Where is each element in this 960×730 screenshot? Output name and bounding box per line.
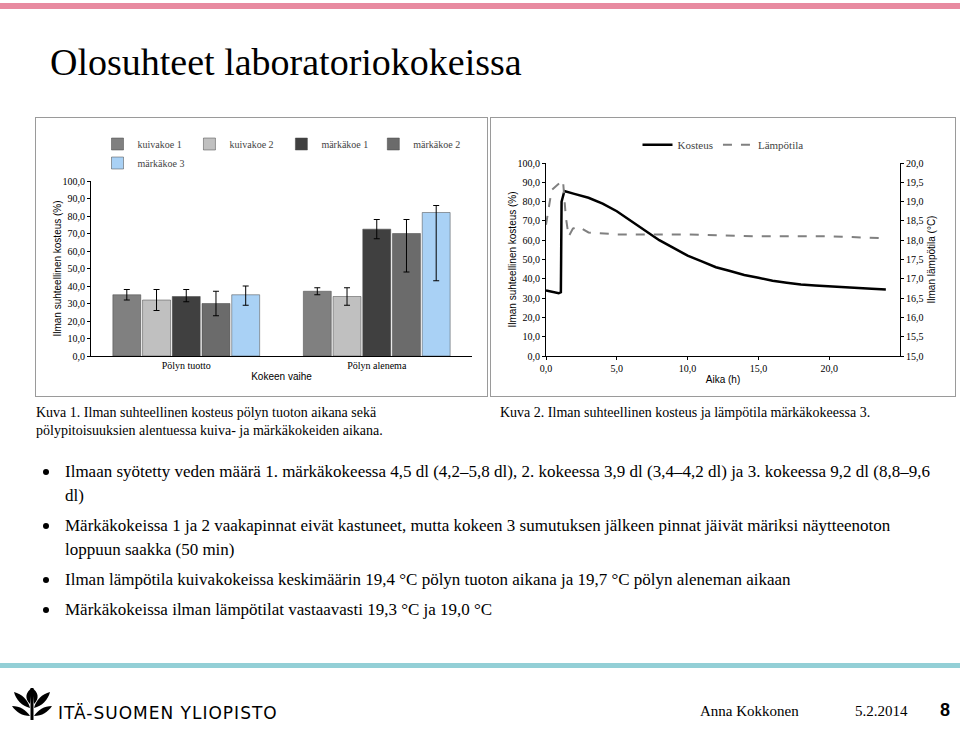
svg-text:30,0: 30,0	[523, 293, 541, 304]
svg-text:10,0: 10,0	[68, 333, 86, 344]
svg-text:Pölyn tuotto: Pölyn tuotto	[162, 360, 211, 371]
svg-text:90,0: 90,0	[523, 177, 541, 188]
svg-text:18,0: 18,0	[906, 235, 924, 246]
svg-text:Ilman suhteellinen kosteus (%): Ilman suhteellinen kosteus (%)	[507, 191, 518, 327]
svg-text:märkäkoe 1: märkäkoe 1	[321, 139, 368, 150]
svg-text:50,0: 50,0	[68, 263, 86, 274]
svg-text:0,0: 0,0	[540, 363, 553, 374]
svg-text:5,0: 5,0	[611, 363, 624, 374]
svg-text:kuivakoe 1: kuivakoe 1	[138, 139, 182, 150]
svg-text:Kokeen vaihe: Kokeen vaihe	[251, 371, 312, 382]
svg-text:Ilman suhteellinen kosteus (%): Ilman suhteellinen kosteus (%)	[52, 200, 63, 336]
svg-text:10,0: 10,0	[523, 331, 541, 342]
svg-text:100,0: 100,0	[518, 158, 541, 169]
svg-text:kuivakoe 2: kuivakoe 2	[229, 139, 273, 150]
svg-text:20,0: 20,0	[68, 316, 86, 327]
svg-text:0,0: 0,0	[528, 351, 541, 362]
html-text:ITÄ-SUOMEN YLIOPISTO: ITÄ-SUOMEN YLIOPISTO	[58, 703, 278, 723]
svg-text:60,0: 60,0	[68, 246, 86, 257]
svg-text:Kosteus: Kosteus	[678, 139, 713, 151]
svg-text:20,0: 20,0	[820, 363, 838, 374]
html-text:Kuva 1. Ilman suhteellinen kos: Kuva 1. Ilman suhteellinen kosteus pölyn…	[36, 405, 383, 438]
svg-text:15,0: 15,0	[906, 351, 924, 362]
svg-text:18,5: 18,5	[906, 215, 924, 226]
svg-text:16,5: 16,5	[906, 293, 924, 304]
svg-text:30,0: 30,0	[68, 298, 86, 309]
svg-text:40,0: 40,0	[68, 281, 86, 292]
svg-text:10,0: 10,0	[679, 363, 697, 374]
svg-text:60,0: 60,0	[523, 235, 541, 246]
svg-text:80,0: 80,0	[68, 211, 86, 222]
svg-text:19,0: 19,0	[906, 196, 924, 207]
svg-text:15,5: 15,5	[906, 331, 924, 342]
svg-text:16,0: 16,0	[906, 312, 924, 323]
svg-text:100,0: 100,0	[63, 176, 86, 187]
html-text:Ilman lämpötila kuivakokeissa: Ilman lämpötila kuivakokeissa keskimääri…	[65, 570, 791, 589]
html-text:5.2.2014: 5.2.2014	[855, 703, 908, 719]
svg-text:Lämpötila: Lämpötila	[758, 139, 803, 151]
svg-text:0,0: 0,0	[73, 351, 86, 362]
svg-text:17,0: 17,0	[906, 273, 924, 284]
svg-text:Ilman lämpötila (°C): Ilman lämpötila (°C)	[926, 216, 937, 304]
html-text:Märkäkokeissa 1 ja 2 vaakapinn: Märkäkokeissa 1 ja 2 vaakapinnat eivät k…	[65, 516, 891, 559]
svg-text:märkäkoe 2: märkäkoe 2	[413, 139, 460, 150]
svg-text:Aika (h): Aika (h)	[706, 374, 740, 385]
html-text:Ilmaan syötetty veden määrä 1.: Ilmaan syötetty veden määrä 1. märkäkoke…	[65, 462, 930, 505]
html-text:Kuva 2. Ilman suhteellinen kos: Kuva 2. Ilman suhteellinen kosteus ja lä…	[500, 405, 871, 420]
svg-text:20,0: 20,0	[523, 312, 541, 323]
svg-text:40,0: 40,0	[523, 273, 541, 284]
svg-text:80,0: 80,0	[523, 196, 541, 207]
html-text:Anna Kokkonen: Anna Kokkonen	[700, 703, 799, 719]
html-text:Olosuhteet laboratoriokokeissa: Olosuhteet laboratoriokokeissa	[50, 41, 522, 83]
svg-text:15,0: 15,0	[750, 363, 768, 374]
svg-text:17,5: 17,5	[906, 254, 924, 265]
svg-text:Pölyn alenema: Pölyn alenema	[347, 360, 407, 371]
svg-text:70,0: 70,0	[523, 215, 541, 226]
svg-text:märkäkoe 3: märkäkoe 3	[138, 158, 185, 169]
svg-text:19,5: 19,5	[906, 177, 924, 188]
svg-text:50,0: 50,0	[523, 254, 541, 265]
svg-text:70,0: 70,0	[68, 228, 86, 239]
svg-text:20,0: 20,0	[906, 158, 924, 169]
html-text:Märkäkokeissa ilman lämpötilat: Märkäkokeissa ilman lämpötilat vastaavas…	[65, 600, 493, 619]
svg-text:90,0: 90,0	[68, 193, 86, 204]
html-text:8: 8	[940, 700, 950, 720]
